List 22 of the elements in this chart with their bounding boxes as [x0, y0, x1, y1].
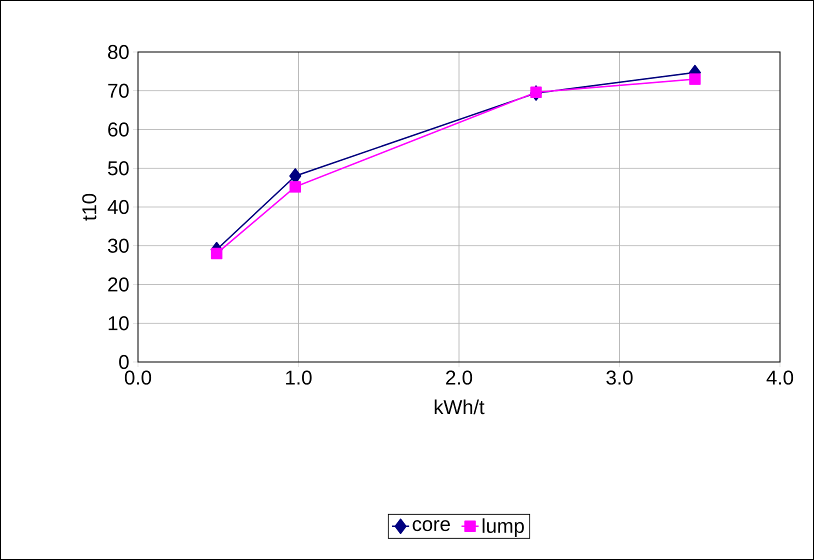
legend-label: core	[412, 520, 450, 532]
y-tick-label: 70	[108, 84, 129, 98]
y-tick-label: 0	[119, 354, 129, 370]
legend-label: lump	[482, 518, 524, 537]
y-tick-label: 20	[108, 277, 129, 292]
point	[689, 73, 701, 85]
y-axis-title: t10	[82, 194, 96, 221]
x-tick-label: 0.0	[124, 370, 152, 385]
point	[530, 86, 542, 98]
x-tick-label: 1.0	[286, 370, 312, 385]
x-tick-label: 2.0	[446, 370, 472, 385]
x-tick-label: 3.0	[606, 370, 633, 385]
y-tick-label: 80	[108, 44, 129, 60]
x-tick-label: 4.0	[766, 370, 794, 385]
point	[210, 248, 222, 260]
y-tick-label: 60	[108, 122, 129, 137]
y-tick-label: 40	[108, 200, 129, 214]
x-axis-title: kWh/t	[434, 400, 484, 414]
y-tick-label: 30	[108, 238, 129, 253]
y-tick-label: 10	[108, 316, 129, 330]
y-tick-label: 50	[108, 161, 129, 176]
point	[290, 181, 302, 193]
